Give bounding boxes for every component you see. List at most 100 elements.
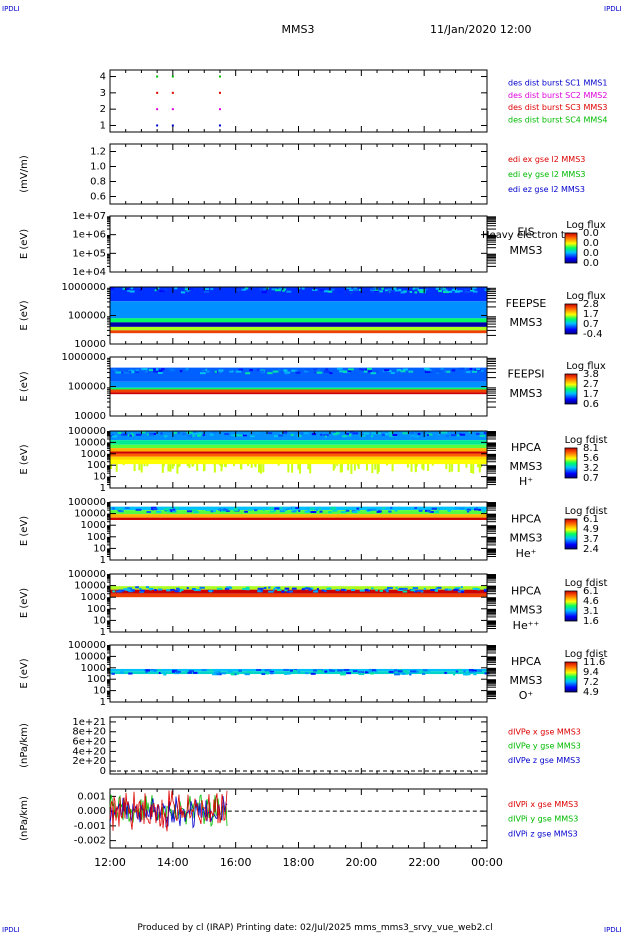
spectrum-speckle xyxy=(428,370,434,373)
spectrum-speckle xyxy=(276,586,281,589)
spectrum-speckle xyxy=(214,671,219,674)
spectrum-speckle xyxy=(445,435,450,438)
spectrum-speckle xyxy=(196,589,201,592)
spectrum-speckle xyxy=(120,371,124,374)
spectrum-speckle xyxy=(260,589,263,592)
spectrum-speckle xyxy=(291,510,297,513)
spectrum-speckle xyxy=(295,371,301,374)
y-tick-label: 100000 xyxy=(68,382,106,393)
y-tick-label: 1e+05 xyxy=(72,248,106,259)
y-tick-label: 10000 xyxy=(74,339,106,350)
spectrum-speckle xyxy=(245,372,251,375)
spectrum-speckle xyxy=(346,672,352,675)
spectrum-speckle xyxy=(457,587,461,590)
spectrum-tail xyxy=(122,464,125,466)
spectrum-speckle xyxy=(475,368,481,371)
spectrum-speckle xyxy=(216,587,223,590)
spectrum-speckle xyxy=(348,433,352,436)
colorbar xyxy=(564,447,578,479)
burst-point xyxy=(218,124,221,127)
spectrum-speckle xyxy=(366,371,370,374)
panel-feepsi: 10000 100000 1000000 E (eV) FEEPSI MMS3 Log fl… xyxy=(19,352,606,422)
spectrum-speckle xyxy=(296,431,299,434)
spectrum-speckle xyxy=(305,507,311,510)
spectrum-speckle xyxy=(423,587,426,590)
spectrum-speckle xyxy=(434,589,439,592)
burst-point xyxy=(171,124,174,127)
spectrum-speckle xyxy=(343,371,346,374)
colorbar-tick-label: 0.6 xyxy=(583,399,599,410)
spectrum-speckle xyxy=(466,508,472,511)
spectrum-speckle xyxy=(157,669,161,672)
spectrum-speckle xyxy=(241,432,244,435)
spectrum-speckle xyxy=(248,508,251,511)
spectrum-speckle xyxy=(353,287,358,290)
spectrum-speckle xyxy=(367,670,373,673)
spectrum-speckle xyxy=(268,590,274,593)
spectrum-speckle xyxy=(146,511,151,514)
spectrum-speckle xyxy=(291,587,297,590)
spectrum-tail xyxy=(232,464,235,467)
y-tick-label: 1 xyxy=(100,555,106,566)
instrument-label: MMS3 xyxy=(510,316,543,329)
spectrum-band xyxy=(110,459,487,465)
spectrum-speckle xyxy=(218,673,222,676)
spectrum-speckle xyxy=(229,370,234,373)
y-axis-label: (nPa/km) xyxy=(19,796,30,841)
spectrum-speckle xyxy=(122,287,128,290)
spectrum-speckle xyxy=(116,590,123,593)
spectrum-speckle xyxy=(358,673,365,676)
spectrum-speckle xyxy=(127,289,131,292)
spectrum-band xyxy=(110,456,487,460)
spectrum-speckle xyxy=(279,510,286,513)
spectrum-speckle xyxy=(468,669,474,672)
spectrum-speckle xyxy=(403,587,408,590)
spectrum-speckle xyxy=(218,369,224,372)
spectrum-speckle xyxy=(197,433,203,436)
spectrum-speckle xyxy=(286,290,292,293)
spectrum-speckle xyxy=(325,368,329,371)
y-tick-label: 100 xyxy=(87,604,106,615)
spectrum-speckle xyxy=(384,588,389,591)
spectrum-speckle xyxy=(180,291,186,294)
spectrum-speckle xyxy=(426,434,429,437)
spectrum-speckle xyxy=(376,509,380,512)
spectrum-speckle xyxy=(446,588,452,591)
spectrum-speckle xyxy=(166,589,172,592)
spectrum-band xyxy=(110,318,487,323)
spectrum-tail xyxy=(191,464,194,467)
spectrum-speckle xyxy=(129,369,134,372)
spectrum-band xyxy=(110,326,487,331)
spectrum-speckle xyxy=(161,368,165,371)
spectrum-speckle xyxy=(458,290,463,293)
time-tick-label: 18:00 xyxy=(283,856,315,869)
spectrum-speckle xyxy=(297,435,302,438)
spectrum-speckle xyxy=(112,590,116,593)
spectrum-speckle xyxy=(402,669,408,672)
spectrum-speckle xyxy=(242,588,247,591)
spectrum-tail xyxy=(177,464,180,468)
spectrum-speckle xyxy=(130,432,134,435)
spectrum-speckle xyxy=(231,432,236,435)
y-tick-label: 2e+20 xyxy=(72,756,106,767)
spectrum-tail xyxy=(178,464,181,467)
spectrum-speckle xyxy=(329,372,333,375)
plot-date: 11/Jan/2020 12:00 xyxy=(430,23,532,36)
spectrum-speckle xyxy=(282,506,288,509)
panel-frame xyxy=(109,716,488,775)
spectrum-speckle xyxy=(273,509,276,512)
spectrum-speckle xyxy=(468,431,472,434)
legend-entry: dIVPe z gse MMS3 xyxy=(508,756,580,765)
spectrum-speckle xyxy=(307,509,311,512)
colorbar-tick-label: 7.2 xyxy=(583,677,599,688)
spectrum-speckle xyxy=(374,290,380,293)
spectrum-speckle xyxy=(219,370,223,373)
spectrum-speckle xyxy=(235,370,242,373)
panel-frame xyxy=(109,573,488,633)
spectrum-speckle xyxy=(171,669,178,672)
panel-frame xyxy=(109,143,488,205)
spectrum-speckle xyxy=(404,672,409,675)
spectrum-speckle xyxy=(188,670,194,673)
spectrum-speckle xyxy=(376,510,380,513)
